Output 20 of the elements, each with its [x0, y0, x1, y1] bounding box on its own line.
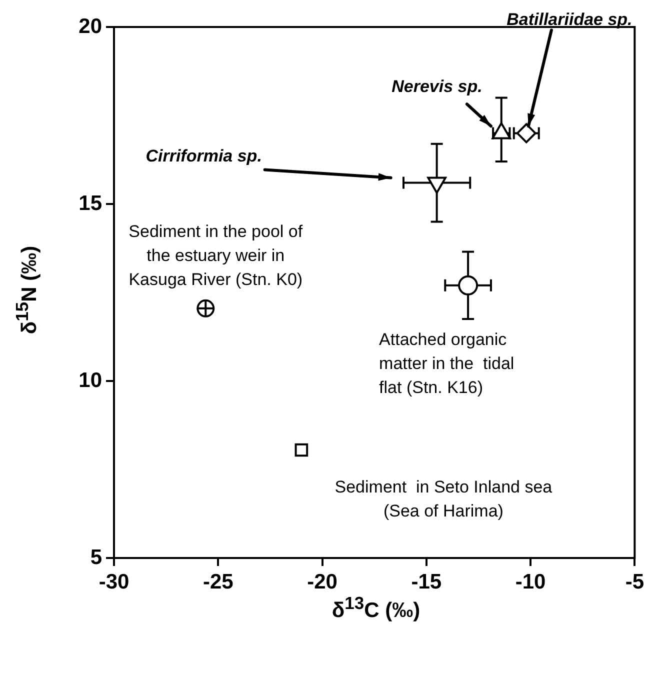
annotation: Batillariidae sp.	[506, 10, 632, 29]
annotation: Cirriformia sp.	[146, 146, 262, 166]
y-tick-label: 10	[78, 368, 102, 392]
point	[458, 275, 478, 296]
x-tick-label: -25	[202, 570, 234, 594]
annotation: Sediment in the pool of the estuary weir in Kasuga River (Stn. K0)	[128, 222, 303, 290]
x-tick-label: -30	[98, 570, 130, 594]
annotation: Nerevis sp.	[392, 76, 482, 96]
point	[294, 443, 308, 457]
x-tick-label: -10	[515, 570, 546, 594]
annotation: Attached organic matter in the tidal flat (Stn. K16)	[379, 330, 514, 398]
x-tick-label: -5	[625, 570, 644, 594]
y-tick-label: 5	[90, 546, 102, 569]
annotation: Sediment in Seto Inland sea (Sea of Harima)	[334, 478, 553, 521]
y-tick-label: 15	[78, 192, 102, 215]
x-tick-label: -20	[307, 570, 338, 594]
x-tick-label: -15	[411, 570, 442, 594]
point	[516, 123, 536, 144]
y-tick-label: 20	[78, 14, 102, 38]
x-axis-title: δ$^{13}$C (‰)	[332, 593, 420, 623]
